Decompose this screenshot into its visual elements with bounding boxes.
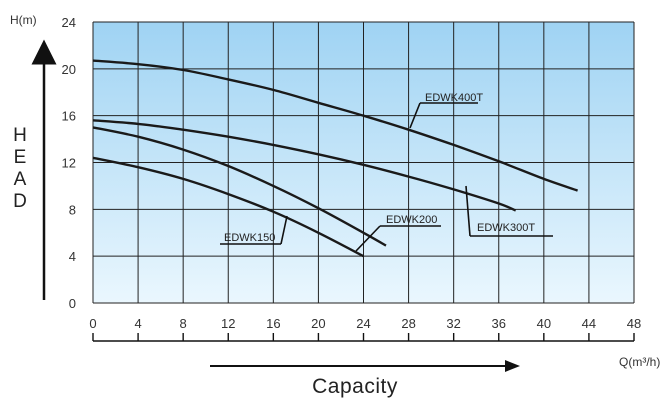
x-tick-label: 48 (627, 316, 641, 331)
label-leaders (220, 102, 553, 252)
y-tick-label: 20 (62, 62, 76, 77)
y-tick-label: 16 (62, 109, 76, 124)
x-axis-unit-label: Q(m³/h) (619, 355, 660, 369)
y-axis-title-letter: E (14, 147, 27, 168)
series-line-edwk400t (92, 59, 579, 192)
series-label-edwk200: EDWK200 (386, 214, 437, 226)
label-leader-line (409, 102, 421, 129)
label-leader-line (280, 215, 288, 245)
label-leader-line (465, 185, 471, 237)
series-line-edwk150 (92, 156, 365, 258)
series-curves (92, 59, 579, 258)
y-tick-label: 8 (69, 202, 76, 217)
y-tick-label: 24 (62, 15, 76, 30)
series-label-edwk150: EDWK150 (224, 232, 275, 244)
y-axis-title-letter: A (14, 169, 27, 190)
x-tick-label: 44 (582, 316, 596, 331)
y-tick-labels: 0 4 8 12 16 20 24 (62, 15, 76, 311)
x-tick-label: 24 (356, 316, 370, 331)
y-axis-title-letter: H (13, 125, 27, 146)
x-tick-labels: 0 4 8 12 16 20 24 28 32 36 40 44 48 (89, 316, 641, 331)
x-tick-label: 36 (492, 316, 506, 331)
y-axis-title-letter: D (13, 191, 27, 212)
x-tick-label: 4 (134, 316, 141, 331)
y-tick-label: 12 (62, 156, 76, 171)
series-label-edwk300t: EDWK300T (477, 222, 535, 234)
x-tick-label: 28 (401, 316, 415, 331)
x-tick-label: 12 (221, 316, 235, 331)
x-axis-arrowhead (505, 360, 520, 372)
x-tick-label: 20 (311, 316, 325, 331)
x-scale-ticks (92, 333, 635, 341)
y-axis-unit-label: H(m) (10, 13, 37, 27)
x-tick-label: 8 (180, 316, 187, 331)
x-tick-label: 40 (537, 316, 551, 331)
x-axis-title: Capacity (312, 375, 398, 398)
series-label-edwk400t: EDWK400T (425, 92, 483, 104)
x-tick-label: 0 (89, 316, 96, 331)
y-tick-label: 4 (69, 249, 76, 264)
series-labels: EDWK400T EDWK300T EDWK200 EDWK150 (224, 92, 535, 244)
series-line-edwk200 (92, 126, 387, 247)
series-line-edwk300t (92, 119, 517, 212)
label-leader-line (355, 225, 381, 252)
x-tick-label: 16 (266, 316, 280, 331)
y-tick-label: 0 (69, 296, 76, 311)
x-tick-label: 32 (446, 316, 460, 331)
